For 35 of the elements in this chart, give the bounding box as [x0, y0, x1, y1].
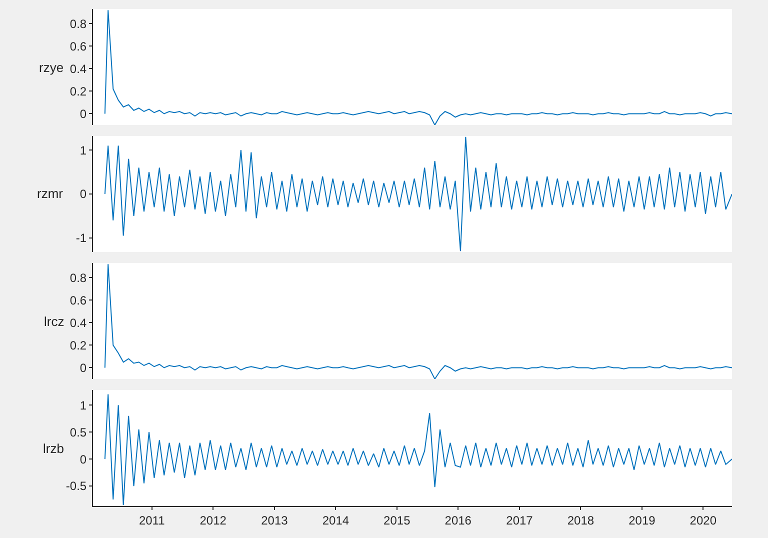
line-series — [104, 10, 732, 125]
y-tick-label: -0.5 — [66, 479, 87, 494]
y-tick-label: 0.2 — [70, 84, 87, 98]
x-tick-label: 2012 — [200, 513, 227, 528]
line-series — [104, 136, 732, 252]
x-tick-label: 2016 — [444, 513, 472, 528]
y-tick-label: 0.2 — [70, 338, 87, 352]
line-series — [104, 264, 732, 379]
x-tick-label: 2015 — [384, 513, 411, 528]
y-tick-label: 0.5 — [70, 425, 87, 440]
y-tick-label: -1 — [76, 231, 87, 246]
y-axis-title: rzye — [39, 60, 64, 75]
x-tick-label: 2018 — [567, 513, 594, 528]
y-tick-label: 1 — [80, 143, 87, 158]
x-tick-label: 2013 — [261, 513, 288, 528]
x-tick-label: 2014 — [322, 513, 350, 528]
y-tick-label: 0.8 — [70, 270, 87, 285]
y-tick-label: 0.4 — [70, 62, 87, 76]
x-tick-label: 2017 — [506, 513, 534, 528]
y-axis-title: rzmr — [37, 186, 64, 201]
x-tick-label: 2011 — [138, 513, 166, 528]
x-tick-label: 2019 — [628, 513, 656, 528]
y-tick-label: 0 — [80, 106, 87, 121]
y-tick-label: 0 — [80, 360, 87, 375]
y-tick-label: 0.6 — [70, 39, 87, 54]
y-tick-label: 1 — [80, 398, 87, 412]
y-tick-label: 0.6 — [70, 293, 87, 308]
y-axis-title: lrcz — [44, 314, 64, 329]
y-tick-label: 0 — [80, 187, 87, 202]
line-series — [104, 394, 732, 506]
y-tick-label: 0.8 — [70, 16, 87, 31]
x-tick-label: 2020 — [690, 513, 717, 528]
y-tick-label: 0 — [80, 452, 87, 466]
y-axis-title: lrzb — [43, 441, 64, 456]
y-tick-label: 0.4 — [70, 316, 87, 330]
